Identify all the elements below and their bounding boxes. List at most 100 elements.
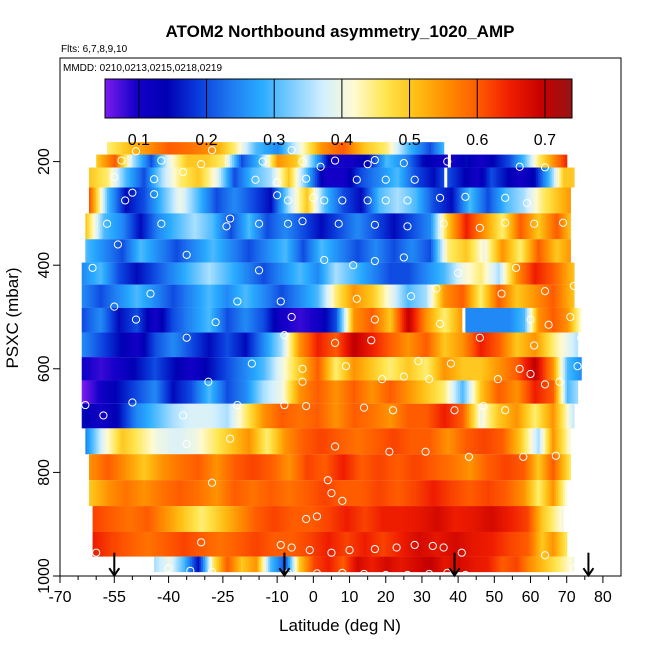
heat-cell <box>365 380 369 404</box>
heat-cell <box>474 213 477 240</box>
heat-cell <box>148 357 152 381</box>
heat-cell <box>530 187 533 214</box>
heat-cell <box>465 262 468 285</box>
heat-cell <box>298 262 302 285</box>
heat-cell <box>458 154 461 168</box>
heat-cell <box>293 332 296 358</box>
heat-cell <box>148 480 152 507</box>
heat-cell <box>387 506 390 532</box>
heat-cell <box>152 454 155 481</box>
heat-cell <box>157 380 161 404</box>
heat-cell <box>199 167 202 188</box>
heat-cell <box>154 213 157 240</box>
heat-cell <box>212 357 215 381</box>
heat-cell <box>362 167 365 188</box>
heat-cell <box>311 428 314 455</box>
heat-cell <box>222 142 226 155</box>
heat-cell <box>204 357 208 381</box>
heat-cell <box>186 154 190 168</box>
heat-cell <box>297 154 300 168</box>
heat-cell <box>391 213 394 240</box>
heat-cell <box>202 506 206 532</box>
heat-cell <box>472 454 476 481</box>
heat-cell <box>164 428 168 455</box>
heat-cell <box>145 480 148 507</box>
heat-cell <box>260 357 264 381</box>
heat-cell <box>373 454 376 481</box>
heat-cell <box>242 403 246 429</box>
heat-cell <box>510 357 514 381</box>
heat-cell <box>501 556 504 573</box>
heat-cell <box>123 357 126 381</box>
heat-cell <box>443 380 447 404</box>
heat-cell <box>344 403 347 429</box>
heat-cell <box>195 142 199 155</box>
heat-cell <box>277 454 280 481</box>
heat-cell <box>327 142 331 155</box>
heat-cell <box>376 531 380 557</box>
heat-cell <box>479 556 483 573</box>
heat-cell <box>402 506 405 532</box>
heat-cell <box>145 454 148 481</box>
heat-cell <box>512 284 515 308</box>
heat-cell <box>213 167 217 188</box>
heat-cell <box>174 142 177 155</box>
heat-cell <box>327 284 331 308</box>
heat-cell <box>534 284 537 308</box>
heat-cell <box>202 262 206 285</box>
heat-cell <box>119 154 123 168</box>
heat-cell <box>166 480 170 507</box>
heat-cell <box>148 506 152 532</box>
heat-cell <box>181 480 184 507</box>
heat-cell <box>146 454 150 481</box>
heat-cell <box>512 187 515 214</box>
heat-cell <box>146 380 150 404</box>
heat-cell <box>253 357 257 381</box>
heat-cell <box>195 454 199 481</box>
heat-cell <box>510 480 514 507</box>
heat-cell <box>516 480 519 507</box>
heat-cell <box>358 357 362 381</box>
heat-cell <box>116 531 119 557</box>
heat-cell <box>411 262 414 285</box>
heat-cell <box>159 480 162 507</box>
heat-cell <box>496 380 499 404</box>
heat-cell <box>494 307 497 333</box>
heat-cell <box>159 239 162 263</box>
heat-cell <box>183 213 186 240</box>
heat-cell <box>360 403 363 429</box>
heat-cell <box>436 154 439 168</box>
heat-cell <box>304 556 307 573</box>
heat-cell <box>501 307 504 333</box>
heat-cell <box>224 187 228 214</box>
heat-cell <box>141 167 144 188</box>
heat-cell <box>123 213 126 240</box>
heat-cell <box>472 332 476 358</box>
heat-cell <box>579 307 582 333</box>
heat-cell <box>537 154 541 168</box>
heat-cell <box>202 380 206 404</box>
heat-cell <box>501 239 504 263</box>
heat-cell <box>539 556 542 573</box>
heat-cell <box>487 332 490 358</box>
heat-cell <box>373 142 376 155</box>
heat-cell <box>356 167 360 188</box>
heat-cell <box>402 428 405 455</box>
heat-cell <box>269 154 273 168</box>
heat-cell <box>316 531 320 557</box>
heat-cell <box>318 213 322 240</box>
heat-cell <box>476 213 479 240</box>
heat-cell <box>210 167 213 188</box>
heat-cell <box>327 213 331 240</box>
heat-cell <box>506 480 510 507</box>
heat-cell <box>472 480 476 507</box>
heat-cell <box>405 332 409 358</box>
heat-cell <box>224 213 228 240</box>
heat-cell <box>459 428 463 455</box>
heat-cell <box>188 556 191 573</box>
heat-cell <box>459 454 463 481</box>
heat-cell <box>155 428 159 455</box>
heat-cell <box>367 403 371 429</box>
heat-cell <box>193 142 197 155</box>
heat-cell <box>345 357 349 381</box>
